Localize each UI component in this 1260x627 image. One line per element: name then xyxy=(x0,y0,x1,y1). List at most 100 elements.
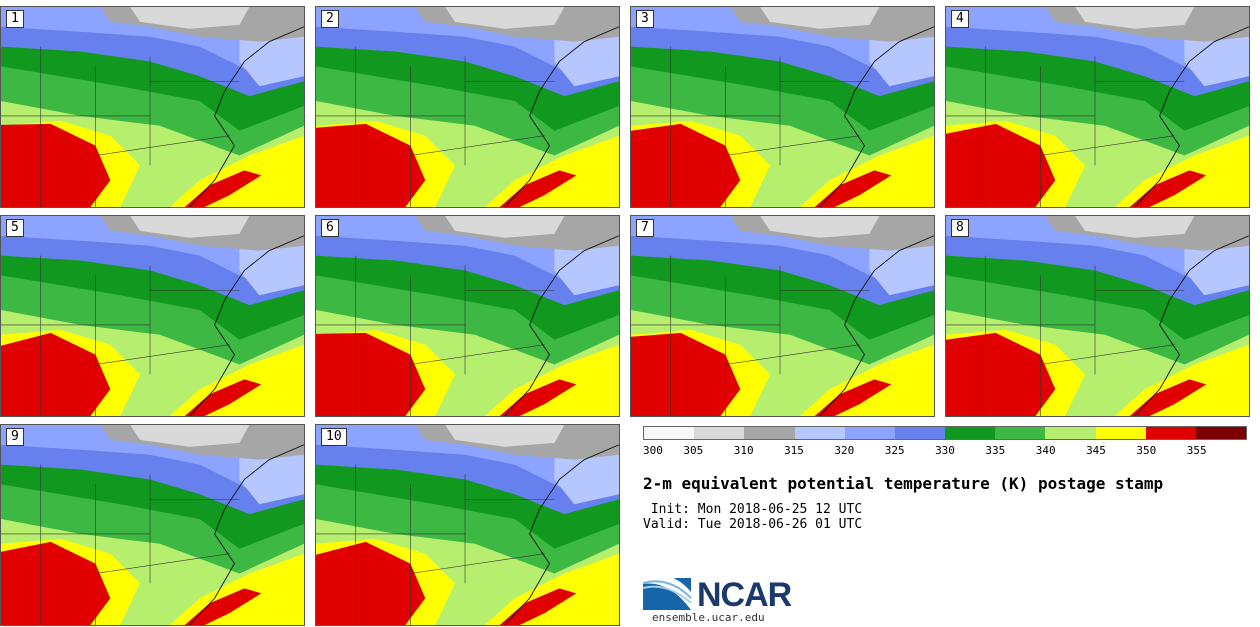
ncar-logo-icon xyxy=(643,575,692,610)
valid-time: Valid: Tue 2018-06-26 01 UTC xyxy=(643,517,863,532)
plot-title: 2-m equivalent potential temperature (K)… xyxy=(643,474,1164,493)
coastline xyxy=(189,444,304,625)
map-plot xyxy=(946,7,1249,207)
map-plot xyxy=(316,7,619,207)
stamp-panel-3: 3 xyxy=(630,6,935,208)
field-345 xyxy=(1114,344,1249,416)
colorbar-tick-label: 330 xyxy=(935,444,955,457)
field-305 xyxy=(130,425,250,447)
state-border xyxy=(725,344,860,365)
field-345 xyxy=(484,553,619,625)
field-305 xyxy=(130,7,250,29)
state-border xyxy=(1040,344,1175,365)
colorbar-tick-label: 305 xyxy=(683,444,704,457)
field-350 xyxy=(1129,170,1207,207)
stamp-label: 9 xyxy=(6,428,24,446)
stamp-panel-7: 7 xyxy=(630,215,935,417)
stamp-label: 1 xyxy=(6,10,24,28)
colorbar-cell xyxy=(995,427,1046,439)
field-350 xyxy=(631,123,741,207)
field-305 xyxy=(760,7,880,29)
field-350 xyxy=(184,170,262,207)
field-350 xyxy=(316,123,426,207)
map-plot xyxy=(1,7,304,207)
source-url[interactable]: ensemble.ucar.edu xyxy=(652,611,765,624)
coastline xyxy=(1134,235,1249,416)
stamp-panel-6: 6 xyxy=(315,215,620,417)
map-plot xyxy=(316,425,619,625)
field-350 xyxy=(499,379,577,416)
field-350 xyxy=(499,170,577,207)
stamp-label: 10 xyxy=(321,428,347,446)
colorbar-cell xyxy=(644,427,695,439)
field-345 xyxy=(484,344,619,416)
coastline xyxy=(1134,26,1249,207)
map-plot xyxy=(1,216,304,416)
field-345 xyxy=(799,135,934,207)
colorbar-tick-label: 320 xyxy=(834,444,855,457)
stamp-label: 7 xyxy=(636,219,654,237)
map-plot xyxy=(946,216,1249,416)
state-border xyxy=(95,344,230,365)
field-350 xyxy=(1129,379,1207,416)
stamp-panel-8: 8 xyxy=(945,215,1250,417)
colorbar-cell xyxy=(1195,427,1247,439)
field-350 xyxy=(316,332,426,416)
map-plot xyxy=(631,7,934,207)
state-border xyxy=(410,553,545,574)
colorbar-cell xyxy=(794,427,845,439)
colorbar-cell xyxy=(744,427,795,439)
field-350 xyxy=(499,588,577,625)
stamp-panel-4: 4 xyxy=(945,6,1250,208)
init-time: Init: Mon 2018-06-25 12 UTC xyxy=(643,502,863,517)
state-border xyxy=(410,344,545,365)
colorbar-cell xyxy=(1045,427,1096,439)
colorbar xyxy=(643,426,1247,440)
colorbar-ticks: 300 305 310 315 320 325 330 335 340 345 350 355 xyxy=(643,444,1247,458)
coastline xyxy=(504,26,619,207)
state-border xyxy=(410,135,545,156)
stamp-panel-10: 10 xyxy=(315,424,620,626)
state-border xyxy=(95,553,230,574)
colorbar-tick-label: 300 xyxy=(643,444,663,457)
map-plot xyxy=(631,216,934,416)
stamp-label: 5 xyxy=(6,219,24,237)
stamp-panel-2: 2 xyxy=(315,6,620,208)
coastline xyxy=(819,26,934,207)
ncar-logo-text: NCAR xyxy=(697,576,792,614)
field-305 xyxy=(130,216,250,238)
map-plot xyxy=(316,216,619,416)
field-305 xyxy=(1075,7,1195,29)
map-plot xyxy=(1,425,304,625)
field-350 xyxy=(1,541,111,625)
colorbar-tick-label: 345 xyxy=(1086,444,1106,457)
field-345 xyxy=(169,553,304,625)
field-305 xyxy=(760,216,880,238)
field-305 xyxy=(445,216,565,238)
field-350 xyxy=(946,332,1056,416)
colorbar-cell xyxy=(1145,427,1196,439)
state-border xyxy=(1040,135,1175,156)
colorbar-cell xyxy=(945,427,996,439)
coastline xyxy=(189,235,304,416)
field-345 xyxy=(1114,135,1249,207)
colorbar-cell xyxy=(844,427,895,439)
field-350 xyxy=(814,379,892,416)
colorbar-cell xyxy=(894,427,946,439)
field-345 xyxy=(799,344,934,416)
coastline xyxy=(189,26,304,207)
colorbar-tick-label: 355 xyxy=(1186,444,1207,457)
field-350 xyxy=(946,123,1056,207)
state-border xyxy=(95,135,230,156)
coastline xyxy=(819,235,934,416)
field-350 xyxy=(316,541,426,625)
field-345 xyxy=(169,344,304,416)
stamp-label: 2 xyxy=(321,10,339,28)
stamp-panel-9: 9 xyxy=(0,424,305,626)
stamp-label: 3 xyxy=(636,10,654,28)
field-305 xyxy=(1075,216,1195,238)
colorbar-tick-label: 340 xyxy=(1035,444,1056,457)
colorbar-tick-label: 350 xyxy=(1136,444,1157,457)
colorbar-tick-label: 325 xyxy=(884,444,905,457)
field-305 xyxy=(445,425,565,447)
